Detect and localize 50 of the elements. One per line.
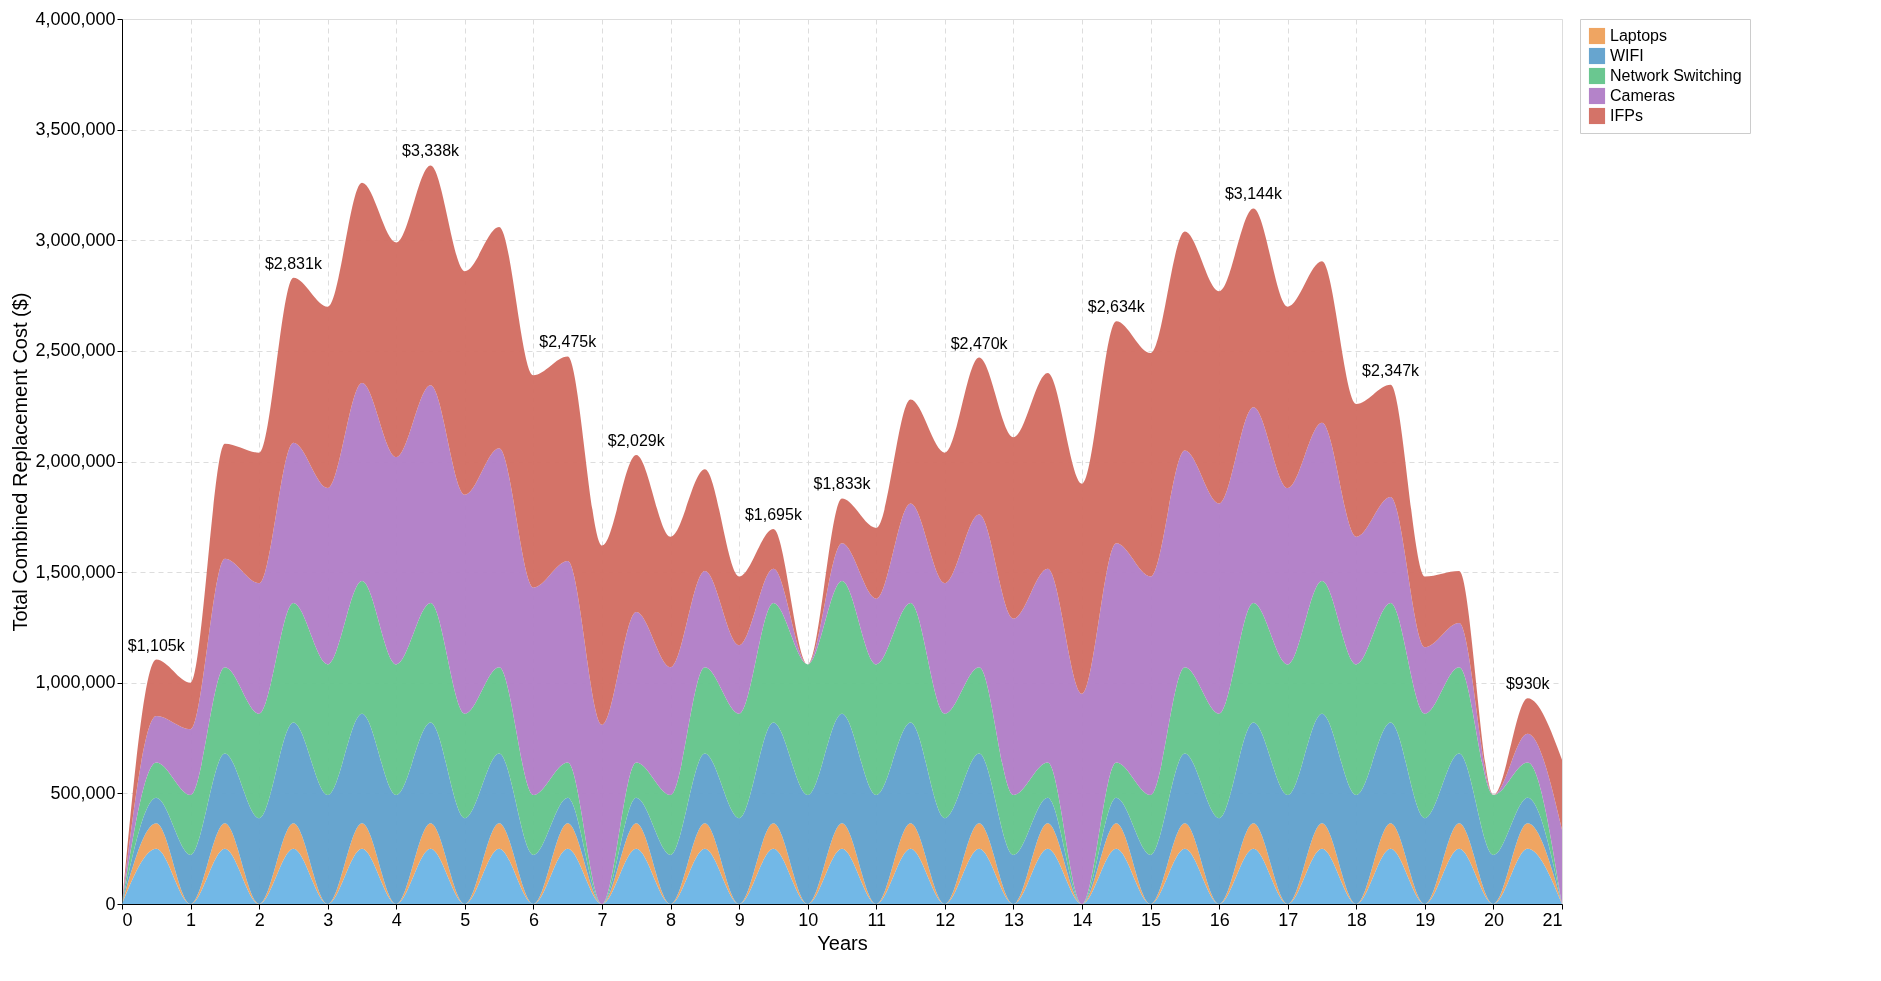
x-tick-label: 11 [867,909,887,930]
x-tick-label: 4 [391,909,402,930]
annotation: $1,105k [127,636,186,654]
x-tick-label: 7 [597,909,608,930]
annotation: $2,347k [1362,361,1421,379]
x-tick-label: 0 [122,909,133,930]
y-tick-label: 2,500,000 [35,340,116,361]
legend-label: Cameras [1610,87,1675,104]
annotation: $2,029k [607,432,666,450]
x-tick-label: 13 [1003,909,1024,930]
y-tick-label: 2,000,000 [35,451,116,471]
x-tick-label: 8 [666,909,677,930]
x-tick-label: 19 [1415,909,1436,930]
annotation: $930k [1505,675,1551,693]
x-tick-label: 14 [1072,909,1093,930]
x-tick-label: 10 [798,909,819,930]
y-axis-title: Total Combined Replacement Cost ($) [9,292,32,632]
legend-label: WIFI [1610,47,1644,64]
y-tick-label: 3,500,000 [35,119,116,140]
legend-label: Network Switching [1610,67,1742,84]
x-tick-label: 20 [1483,909,1504,930]
annotation: $2,475k [539,333,598,351]
x-axis-title: Years [817,931,868,954]
x-tick-label: 12 [935,909,956,930]
x-tick-label: 6 [528,909,539,930]
x-tick-label: 5 [460,909,471,930]
x-tick-label: 2 [254,909,265,930]
annotation: $2,470k [950,334,1009,352]
x-tick-label: 3 [323,909,334,930]
y-tick-label: 4,000,000 [35,8,116,29]
x-tick-label: 17 [1278,909,1299,930]
x-tick-label: 15 [1141,909,1162,930]
y-tick-label: 500,000 [50,782,116,803]
annotation: $2,831k [264,254,323,272]
annotation: $2,634k [1087,298,1146,316]
x-tick-label: 9 [734,909,745,930]
annotation: $1,695k [744,505,803,523]
annotation: $3,144k [1224,185,1283,203]
x-tick-label: 21 [1542,909,1563,930]
y-tick-label: 0 [105,893,116,914]
annotation: $1,833k [813,475,872,493]
y-tick-label: 1,000,000 [35,672,116,693]
y-tick-label: 3,000,000 [35,229,116,250]
legend-label: IFPs [1610,107,1643,124]
y-tick-label: 1,500,000 [35,561,116,582]
annotation: $3,338k [402,142,461,160]
x-tick-label: 1 [186,909,197,930]
x-tick-label: 16 [1209,909,1230,930]
x-tick-label: 18 [1346,909,1367,930]
legend-label: Laptops [1610,27,1667,44]
